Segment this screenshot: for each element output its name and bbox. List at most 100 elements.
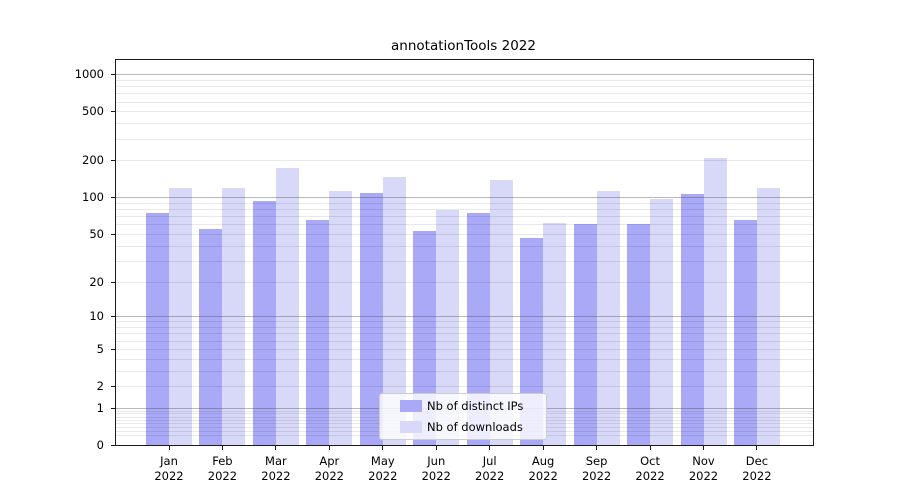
y-axis-tick — [111, 386, 115, 387]
x-axis-tick — [275, 446, 277, 450]
minor-gridline — [116, 333, 813, 335]
plot-area: 0 1 2 5 10 20 50 100 200 500 1000 Jan 2022 Feb 2022 M… — [75, 59, 814, 483]
x-axis-tick-label: Nov 2022 — [688, 454, 719, 483]
minor-gridline — [116, 245, 813, 247]
bar-downloads-aug — [543, 223, 567, 445]
minor-gridline — [116, 327, 813, 329]
x-axis-tick-label: Sep 2022 — [581, 454, 612, 483]
x-axis-tick — [703, 446, 704, 450]
x-axis-tick — [168, 446, 170, 450]
x-axis-tick — [542, 446, 544, 450]
y-axis-tick — [111, 407, 115, 409]
minor-gridline — [116, 386, 813, 387]
bar-downloads-mar — [275, 168, 299, 445]
bar-downloads-jan — [169, 188, 192, 445]
bar-downloads-jul — [489, 180, 513, 445]
bar-ips-sep — [573, 224, 597, 445]
bar-downloads-oct — [650, 198, 674, 445]
bar-downloads-feb — [222, 188, 246, 445]
x-axis-tick — [596, 446, 598, 450]
y-axis-tick-label: 200 — [82, 153, 104, 168]
bar-ips-oct — [627, 224, 651, 445]
y-axis-tick — [111, 316, 115, 318]
legend-label-downloads: Nb of downloads — [427, 420, 523, 434]
x-axis-tick-label: Jan 2022 — [154, 454, 184, 483]
minor-gridline — [116, 370, 813, 372]
minor-gridline — [116, 260, 813, 262]
y-axis-tick-label: 50 — [89, 226, 104, 241]
minor-gridline — [116, 233, 813, 235]
x-axis-tick-label: May 2022 — [368, 454, 398, 483]
bar-downloads-apr — [329, 190, 353, 445]
x-axis-tick-label: Aug 2022 — [528, 454, 558, 483]
x-axis-tick-label: Oct 2022 — [635, 454, 665, 483]
x-axis-tick — [435, 446, 437, 450]
bar-ips-mar — [252, 201, 276, 445]
legend: Nb of distinct IPs Nb of downloads — [379, 393, 547, 440]
y-axis-tick-label: 5 — [96, 341, 104, 356]
y-axis-tick — [111, 445, 115, 446]
x-axis-tick — [489, 446, 491, 450]
y-axis-tick — [111, 348, 115, 350]
x-axis-tick-label: Jul 2022 — [475, 454, 505, 483]
y-axis-tick-label: 0 — [96, 438, 104, 452]
x-axis-tick-label: Mar 2022 — [261, 454, 291, 483]
minor-gridline — [116, 79, 813, 81]
y-axis-tick — [111, 197, 115, 199]
minor-gridline — [116, 216, 813, 218]
y-axis-tick-label: 1 — [96, 400, 104, 415]
bar-downloads-jun — [436, 209, 460, 445]
bar-ips-may — [359, 193, 383, 445]
bar-downloads-dec — [756, 188, 780, 445]
x-axis-tick — [328, 446, 330, 450]
minor-gridline — [116, 321, 813, 323]
x-axis-tick — [756, 446, 758, 450]
minor-gridline — [116, 160, 813, 162]
y-axis-tick — [111, 74, 115, 76]
y-axis-tick — [111, 233, 115, 235]
minor-gridline — [116, 209, 813, 211]
legend-label-ips: Nb of distinct IPs — [427, 399, 524, 413]
y-axis-tick — [111, 111, 115, 113]
y-axis-tick-label: 500 — [82, 104, 104, 119]
x-axis-tick-label: Dec 2022 — [742, 454, 772, 483]
minor-gridline — [116, 101, 813, 103]
y-axis-tick-label: 2 — [96, 379, 104, 394]
bar-ips-nov — [680, 194, 704, 445]
x-axis-tick — [382, 446, 384, 450]
legend-item-downloads: Nb of downloads — [380, 418, 546, 437]
major-gridline — [116, 197, 813, 199]
y-axis-tick — [111, 160, 115, 162]
major-gridline — [116, 74, 813, 76]
minor-gridline — [116, 348, 813, 350]
chart-title: annotationTools 2022 — [391, 38, 536, 54]
minor-gridline — [116, 340, 813, 342]
bar-ips-feb — [199, 228, 223, 445]
major-gridline — [116, 316, 813, 318]
minor-gridline — [116, 123, 813, 125]
x-axis-tick-label: Jun 2022 — [421, 454, 451, 483]
x-axis-tick-label: Feb 2022 — [207, 454, 238, 483]
legend-swatch-ips — [400, 400, 422, 412]
bar-downloads-nov — [703, 157, 727, 445]
legend-swatch-downloads — [400, 421, 422, 433]
legend-item-ips: Nb of distinct IPs — [380, 397, 546, 416]
minor-gridline — [116, 138, 813, 140]
y-axis-tick-label: 100 — [82, 190, 104, 205]
bar-ips-jul — [466, 213, 490, 445]
minor-gridline — [116, 86, 813, 88]
x-axis-tick — [649, 446, 651, 450]
y-axis-tick-label: 20 — [89, 274, 104, 289]
y-axis-tick — [111, 281, 115, 283]
bar-ips-apr — [306, 220, 330, 445]
y-axis-tick-label: 10 — [89, 309, 104, 324]
bar-downloads-may — [382, 177, 406, 445]
x-axis-tick-label: Apr 2022 — [314, 454, 344, 483]
minor-gridline — [116, 358, 813, 360]
bar-ips-jun — [413, 230, 437, 445]
minor-gridline — [116, 224, 813, 226]
x-axis-tick — [221, 446, 223, 450]
bar-ips-dec — [733, 220, 757, 445]
minor-gridline — [116, 93, 813, 95]
